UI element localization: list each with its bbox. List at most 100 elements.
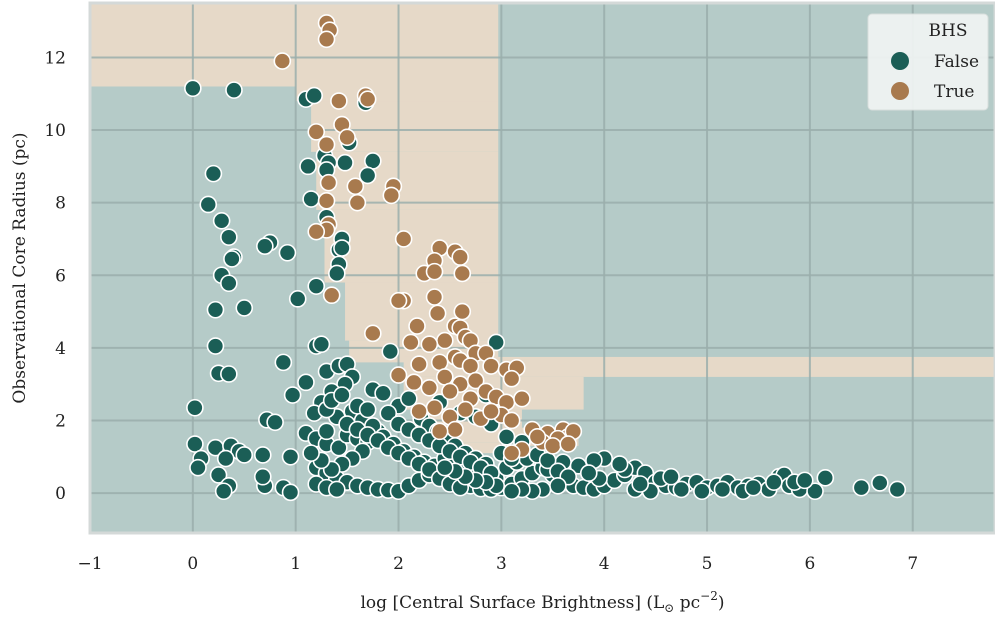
point-true	[389, 291, 408, 310]
x-tick-labels: −1 0 1 2 3 4 5 6 7	[77, 554, 918, 574]
point-false	[274, 353, 293, 372]
point-true	[425, 288, 444, 306]
point-false	[744, 478, 763, 497]
point-false	[400, 389, 418, 408]
point-true	[453, 302, 472, 321]
point-false	[223, 250, 241, 268]
point-true	[319, 173, 338, 192]
point-false	[765, 473, 783, 491]
point-false	[816, 469, 835, 487]
point-false	[204, 164, 223, 183]
point-true	[461, 357, 480, 375]
point-false	[302, 190, 320, 208]
grid-lines	[88, 1, 995, 535]
point-false	[305, 86, 323, 105]
point-true	[408, 317, 426, 335]
point-true	[389, 366, 408, 384]
point-true	[482, 402, 500, 421]
point-false	[283, 386, 302, 404]
x-axis-label-close: )	[718, 593, 725, 613]
point-true	[466, 371, 485, 390]
point-false	[225, 81, 243, 99]
point-true	[364, 324, 382, 343]
point-false	[235, 446, 254, 464]
point-false	[502, 482, 521, 501]
point-false	[307, 277, 326, 295]
x-tick-label: −1	[77, 554, 102, 574]
point-false	[220, 228, 238, 246]
x-axis-label-unit: pc	[674, 593, 700, 613]
point-true	[430, 353, 449, 372]
point-true	[410, 355, 428, 373]
point-false	[888, 480, 907, 499]
point-true	[405, 373, 423, 392]
y-tick-labels: 0 2 4 6 8 10 12	[44, 48, 66, 504]
y-tick-label: 10	[44, 121, 66, 141]
point-false	[206, 337, 225, 355]
point-false	[235, 299, 254, 317]
point-true	[425, 262, 444, 281]
x-tick-label: 1	[290, 554, 301, 574]
point-false	[549, 477, 567, 495]
point-true	[307, 123, 326, 141]
point-true	[513, 389, 531, 408]
y-tick-label: 8	[55, 194, 66, 214]
true-region	[295, 86, 499, 102]
point-false	[281, 483, 300, 502]
point-true	[428, 304, 447, 323]
point-true	[453, 264, 472, 283]
point-true	[502, 369, 521, 388]
point-true	[425, 398, 444, 417]
point-false	[312, 335, 331, 354]
point-true	[502, 411, 521, 430]
point-false	[317, 422, 336, 441]
point-true	[446, 420, 464, 439]
point-false	[189, 458, 207, 477]
point-true	[394, 230, 413, 248]
legend-title: BHS	[929, 21, 968, 41]
point-false	[662, 467, 680, 486]
y-axis-label: Observational Core Radius (pc)	[10, 132, 30, 403]
point-false	[852, 478, 871, 497]
point-false	[436, 458, 454, 477]
point-false	[381, 342, 400, 361]
point-false	[281, 447, 300, 466]
y-tick-label: 6	[55, 266, 66, 286]
point-true	[330, 92, 348, 110]
point-true	[420, 378, 439, 397]
point-false	[579, 464, 598, 482]
point-false	[328, 264, 346, 283]
point-false	[610, 455, 629, 473]
point-true	[502, 444, 521, 462]
point-false	[299, 157, 317, 176]
point-false	[333, 386, 351, 404]
point-false	[186, 398, 204, 417]
y-tick-label: 2	[55, 411, 66, 431]
point-true	[456, 400, 475, 419]
point-true	[441, 382, 459, 401]
point-true	[402, 333, 420, 352]
point-false	[278, 243, 297, 262]
point-false	[220, 274, 238, 293]
point-false	[253, 467, 272, 486]
point-false	[871, 474, 889, 492]
point-true	[430, 422, 449, 441]
point-false	[297, 373, 315, 392]
x-tick-label: 4	[599, 554, 610, 574]
point-false	[795, 471, 814, 490]
point-false	[184, 79, 202, 98]
point-false	[206, 300, 225, 319]
point-false	[497, 428, 516, 446]
point-false	[209, 466, 228, 484]
point-false	[693, 482, 711, 501]
point-true	[346, 177, 365, 196]
decision-regions	[90, 3, 995, 454]
point-true	[317, 192, 336, 210]
point-false	[214, 482, 233, 501]
x-tick-label: 7	[907, 554, 918, 574]
point-false	[212, 212, 231, 230]
x-axis-label: log [Central Surface Brightness] (L⊙ pc−…	[360, 589, 724, 615]
point-false	[713, 480, 732, 499]
true-region	[90, 3, 499, 87]
